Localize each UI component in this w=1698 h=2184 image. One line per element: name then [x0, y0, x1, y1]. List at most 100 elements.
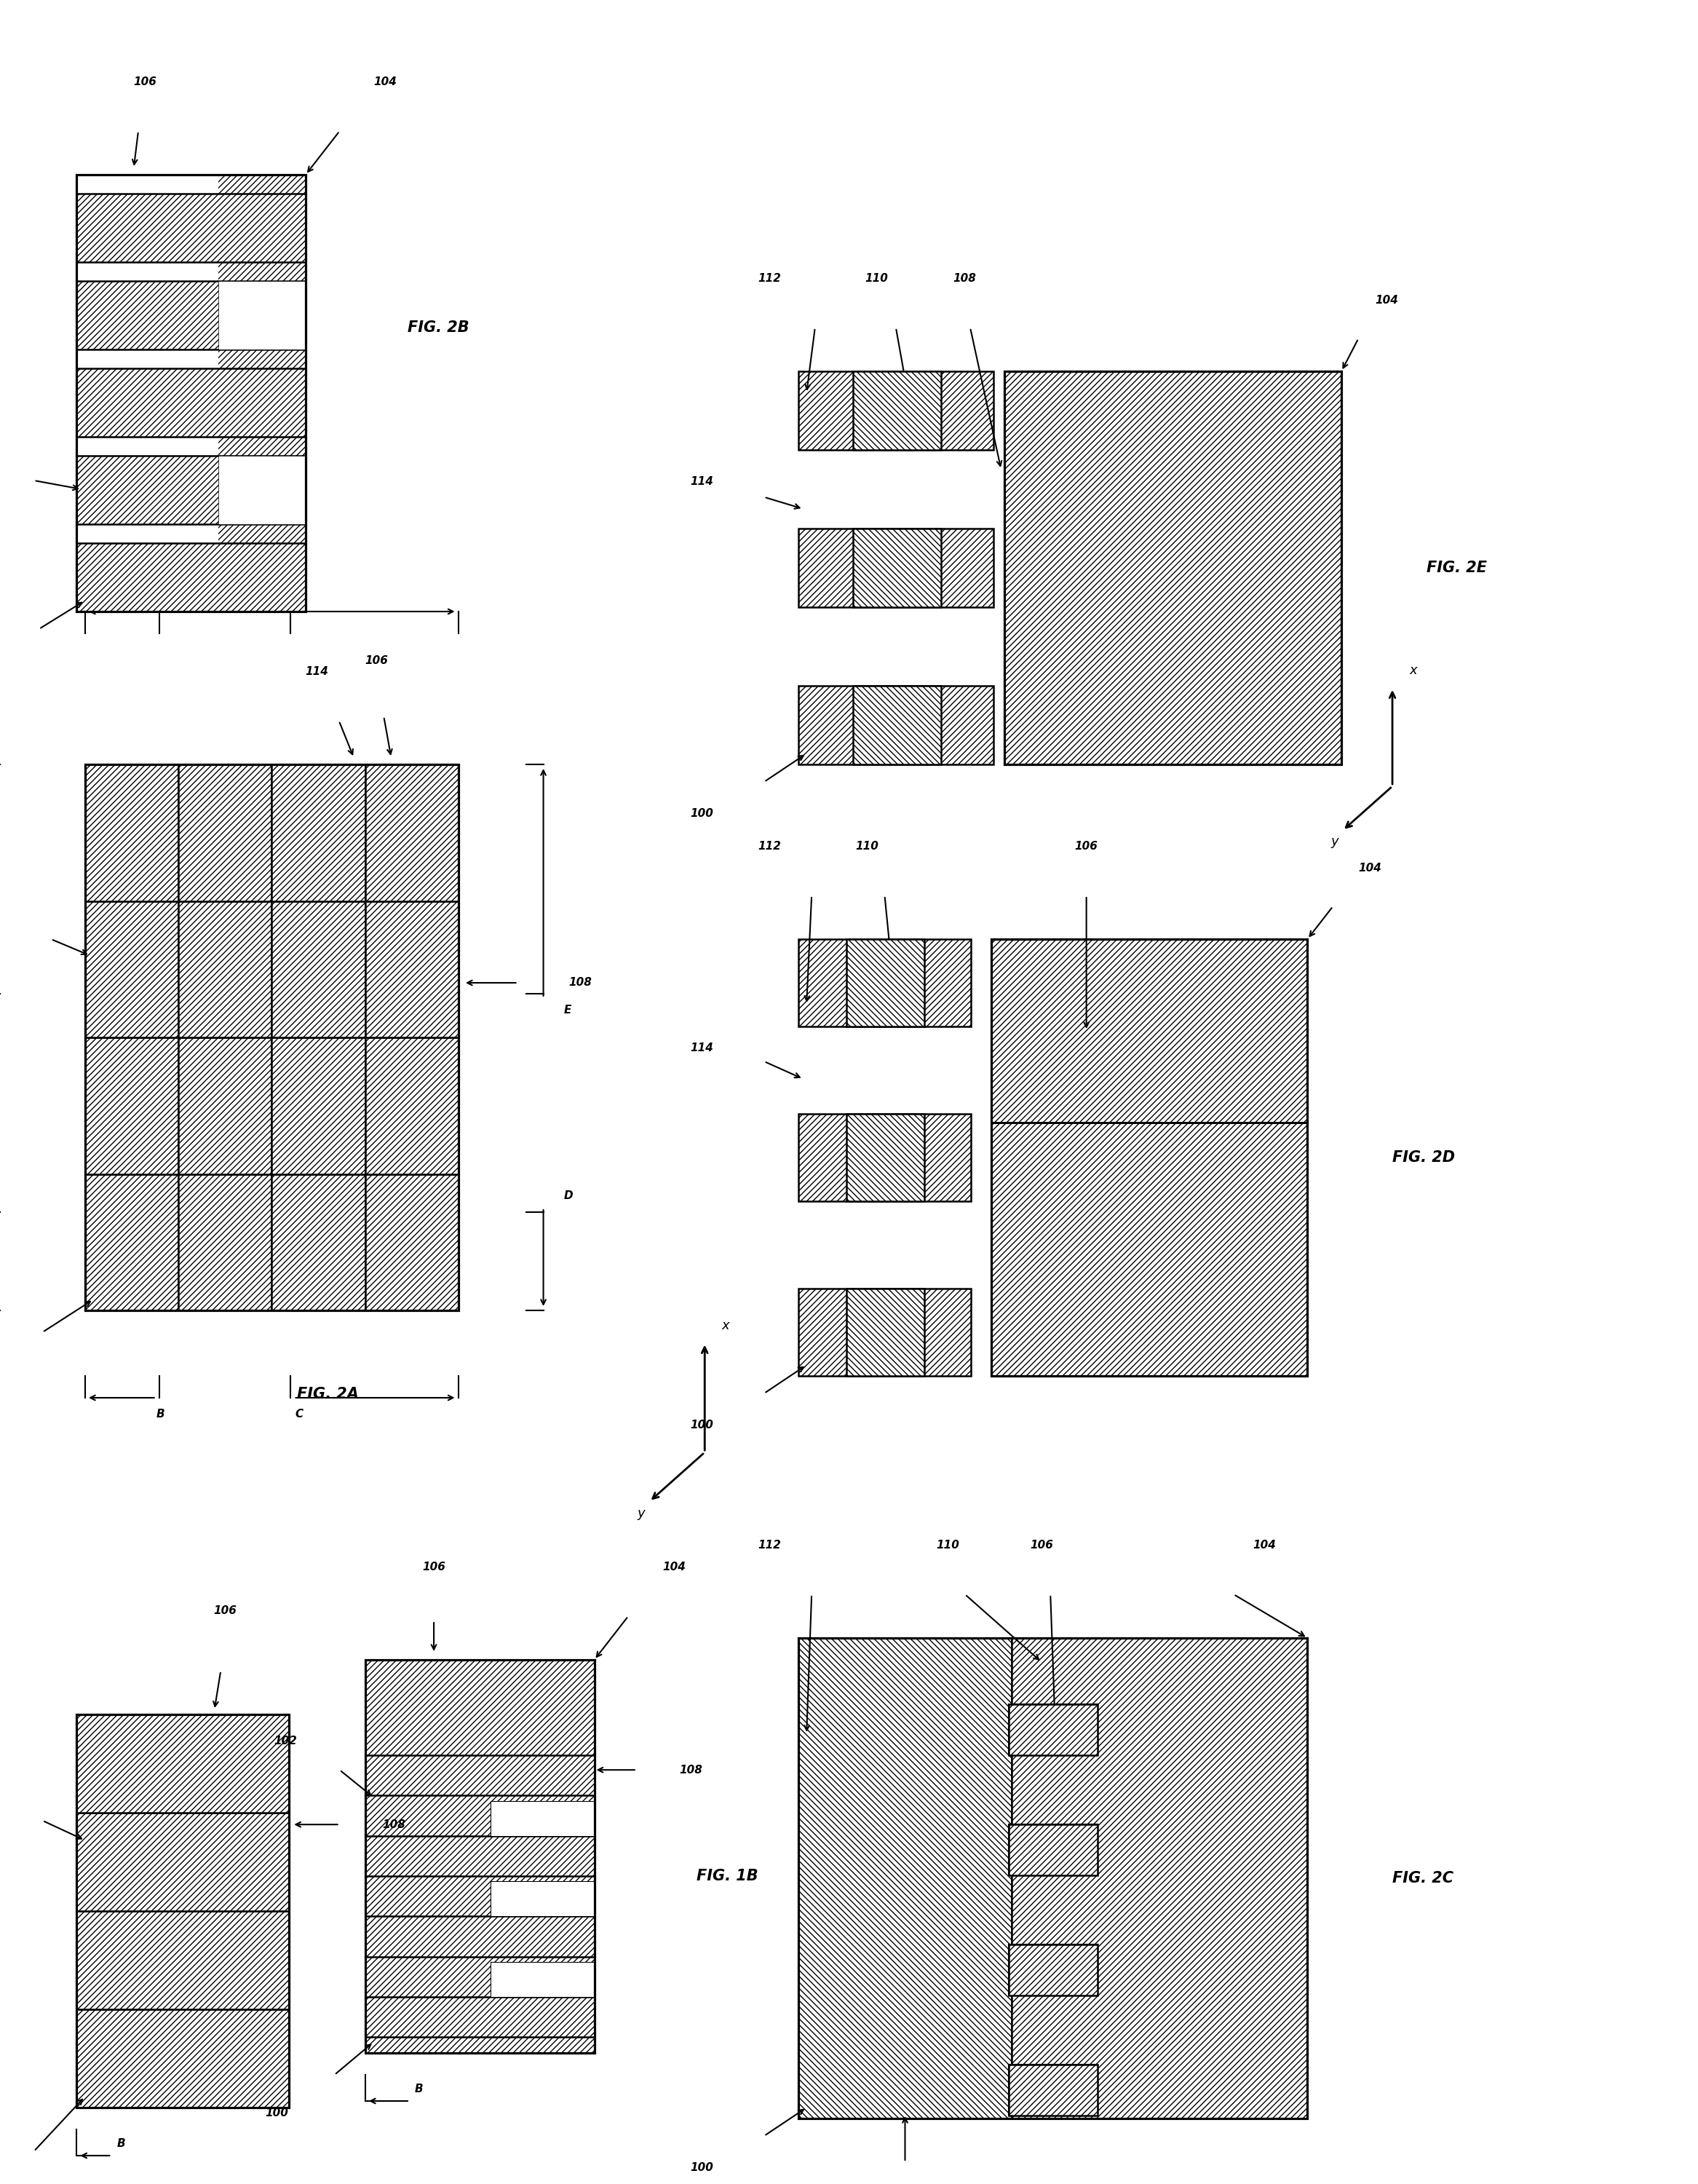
Bar — [847, 939, 924, 1026]
Text: FIG. 2A: FIG. 2A — [297, 1387, 358, 1402]
Text: B: B — [156, 590, 165, 601]
Bar — [798, 1114, 971, 1201]
Text: y: y — [1331, 834, 1338, 847]
Text: 114: 114 — [306, 666, 328, 677]
Text: 112: 112 — [757, 841, 781, 852]
Text: 100: 100 — [689, 2162, 713, 2173]
Bar — [76, 1714, 289, 2108]
Bar — [852, 686, 941, 764]
Bar — [76, 456, 306, 524]
Bar — [1005, 371, 1341, 764]
Bar — [178, 1037, 272, 1175]
Bar — [365, 1175, 458, 1310]
Text: 108: 108 — [569, 976, 593, 987]
Bar — [847, 1289, 924, 1376]
Text: 104: 104 — [1253, 1540, 1275, 1551]
Bar — [76, 2009, 289, 2108]
Text: 108: 108 — [953, 273, 976, 284]
Text: B: B — [117, 2138, 126, 2149]
Bar — [798, 1638, 1012, 2118]
Bar — [992, 1123, 1307, 1376]
Bar — [852, 371, 941, 450]
Text: y: y — [637, 1507, 645, 1520]
Text: 112: 112 — [757, 273, 781, 284]
Bar — [76, 1813, 289, 1911]
Bar — [365, 1996, 594, 2038]
Bar — [76, 175, 306, 612]
Bar — [365, 900, 458, 1037]
Bar — [365, 1756, 594, 1795]
Text: 100: 100 — [689, 808, 713, 819]
Text: x: x — [722, 1319, 730, 1332]
Bar — [1012, 1638, 1307, 2118]
Bar — [798, 686, 993, 764]
Bar — [272, 1037, 365, 1175]
Bar — [76, 282, 306, 349]
Text: x: x — [1409, 664, 1418, 677]
Text: 108: 108 — [382, 1819, 406, 1830]
Bar — [365, 1037, 458, 1175]
Bar — [178, 764, 272, 900]
Bar — [491, 1802, 594, 1837]
Text: 112: 112 — [757, 1540, 781, 1551]
Bar — [1009, 2064, 1097, 2116]
Bar — [491, 1963, 594, 1996]
Bar — [847, 1114, 924, 1201]
Bar — [85, 764, 178, 900]
Bar — [992, 939, 1307, 1376]
Text: FIG. 2D: FIG. 2D — [1392, 1151, 1455, 1164]
Bar — [365, 764, 458, 900]
Bar — [1009, 1704, 1097, 1756]
Text: 106: 106 — [134, 76, 156, 87]
Text: C: C — [295, 590, 304, 601]
Bar — [219, 282, 306, 349]
Text: 104: 104 — [1358, 863, 1382, 874]
Text: 100: 100 — [265, 2108, 289, 2118]
Text: FIG. 2C: FIG. 2C — [1392, 1872, 1453, 1885]
Bar — [76, 1911, 289, 2009]
Bar — [491, 1883, 594, 1915]
Text: 114: 114 — [689, 1044, 713, 1055]
Bar — [1009, 1824, 1097, 1876]
Text: FIG. 2B: FIG. 2B — [408, 321, 469, 334]
Bar — [798, 371, 993, 450]
Text: E: E — [564, 1005, 571, 1016]
Bar — [365, 1660, 594, 2053]
Bar — [798, 1289, 971, 1376]
Text: 110: 110 — [864, 273, 888, 284]
Text: 106: 106 — [214, 1605, 236, 1616]
Text: 104: 104 — [1375, 295, 1399, 306]
Text: 110: 110 — [856, 841, 880, 852]
Bar — [76, 1714, 289, 1813]
Text: B: B — [414, 2084, 423, 2094]
Text: 114: 114 — [689, 476, 713, 487]
Text: 106: 106 — [423, 1562, 445, 1572]
Text: FIG. 1B: FIG. 1B — [696, 1870, 757, 1883]
Bar — [798, 1638, 1307, 2118]
Text: 100: 100 — [689, 1420, 713, 1431]
Bar — [798, 939, 971, 1026]
Bar — [76, 544, 306, 612]
Bar — [798, 529, 993, 607]
Bar — [85, 764, 458, 1310]
Bar — [76, 194, 306, 262]
Text: 106: 106 — [365, 655, 387, 666]
Text: 108: 108 — [679, 1765, 703, 1776]
Bar — [85, 1175, 178, 1310]
Bar — [178, 1175, 272, 1310]
Text: D: D — [564, 1190, 572, 1201]
Bar — [85, 1037, 178, 1175]
Bar — [219, 456, 306, 524]
Bar — [85, 900, 178, 1037]
Text: FIG. 2E: FIG. 2E — [1426, 561, 1487, 574]
Bar — [1005, 371, 1341, 764]
Text: 106: 106 — [1075, 841, 1099, 852]
Bar — [365, 1915, 594, 1957]
Text: B: B — [156, 1409, 165, 1420]
Text: C: C — [295, 1409, 304, 1420]
Text: 110: 110 — [936, 1540, 959, 1551]
Text: 102: 102 — [273, 1736, 297, 1747]
Bar — [272, 1175, 365, 1310]
Bar — [219, 175, 306, 612]
Bar — [178, 900, 272, 1037]
